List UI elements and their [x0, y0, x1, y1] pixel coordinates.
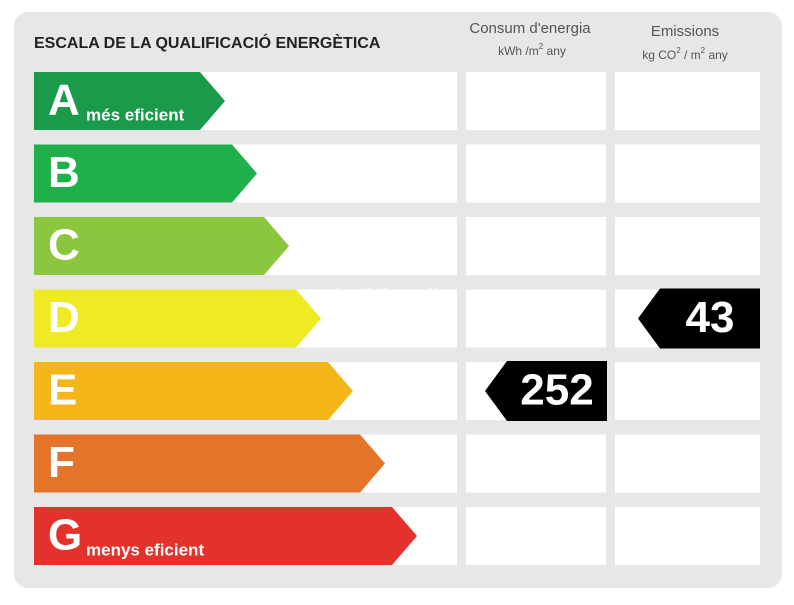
rating-letter: G [48, 511, 82, 560]
rating-letter: C [48, 221, 80, 270]
cell-bg [615, 362, 760, 420]
cell-bg [466, 72, 606, 130]
rating-arrow [34, 72, 225, 130]
unit-part: any [705, 48, 728, 62]
cell-bg [615, 144, 760, 203]
rating-letter: A [48, 76, 80, 125]
cell-bg [466, 144, 606, 203]
unit-part: kg CO [642, 48, 676, 62]
rating-arrow [34, 144, 257, 203]
superscript: 2 [676, 46, 681, 55]
rating-arrow [34, 507, 417, 565]
rating-arrow [34, 217, 289, 275]
rating-letter: D [48, 293, 80, 342]
superscript: 2 [539, 42, 544, 51]
watermark: habitaclia [335, 283, 455, 313]
rating-letter: B [48, 148, 80, 197]
column-unit: kg CO2 / m2 any [642, 46, 728, 62]
rating-arrow [34, 434, 385, 493]
cell-bg [615, 72, 760, 130]
cell-bg [466, 434, 606, 493]
unit-part: / m [681, 48, 701, 62]
cell-bg [615, 217, 760, 275]
rating-arrow [34, 362, 353, 420]
value-badge [485, 361, 607, 421]
rating-label: menys eficient [86, 540, 204, 559]
superscript: 2 [701, 46, 706, 55]
cell-bg [466, 217, 606, 275]
unit-part: kWh /m [498, 44, 539, 58]
cell-bg [466, 507, 606, 565]
value: 252 [520, 366, 593, 415]
cell-bg [466, 289, 606, 348]
value: 43 [686, 293, 735, 342]
cell-bg [615, 507, 760, 565]
cell-bg [615, 434, 760, 493]
rating-letter: E [48, 366, 77, 415]
column-unit: kWh /m2 any [498, 42, 566, 58]
rating-label: més eficient [86, 105, 185, 124]
rating-arrow [34, 289, 321, 348]
column-title: Consum d'energia [469, 20, 591, 37]
column-title: Emissions [651, 23, 719, 40]
value-badge [638, 288, 760, 349]
unit-part: any [543, 44, 566, 58]
rating-letter: F [48, 438, 75, 487]
title: ESCALA DE LA QUALIFICACIÓ ENERGÈTICA [34, 33, 381, 52]
